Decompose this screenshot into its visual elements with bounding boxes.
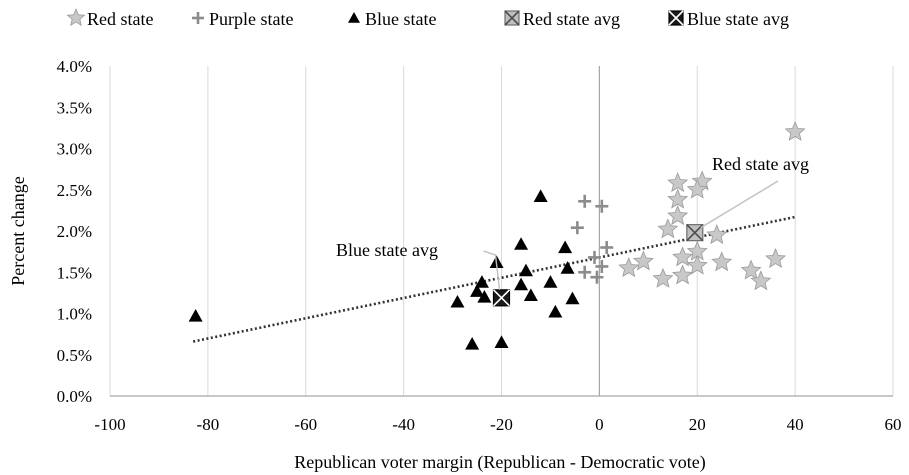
purple-state-point (590, 270, 604, 284)
x-tick-label: 0 (595, 415, 604, 434)
red-state-point (765, 248, 787, 268)
x-tick-label: 20 (689, 415, 706, 434)
red-state-point (667, 188, 689, 209)
red-state-point (686, 178, 708, 199)
legend-marker-triangle (348, 12, 360, 23)
y-axis-title: Percent change (8, 176, 28, 285)
blue-avg-leader-line (483, 250, 501, 290)
y-tick-label: 4.0% (57, 57, 92, 76)
blue-state-point (565, 291, 580, 305)
y-tick-label: 3.5% (57, 98, 92, 117)
blue-state-avg-point (492, 289, 511, 307)
legend-marker-boxed-x-dark (668, 10, 684, 26)
trendline-group (192, 215, 796, 343)
y-tick-label: 1.5% (57, 263, 92, 282)
blue-state-point (514, 277, 529, 291)
y-tick-label: 0.5% (57, 346, 92, 365)
legend-label: Red state (87, 9, 153, 29)
red-state-avg-point (686, 224, 704, 242)
y-tick-label: 0.0% (57, 387, 92, 406)
x-tick-label: 40 (787, 415, 804, 434)
blue-state-point (465, 337, 480, 350)
purple-state-point (570, 221, 584, 235)
data-points (188, 120, 806, 350)
red-state-point (750, 270, 772, 291)
x-tick-label: -100 (94, 415, 125, 434)
red-state-point (667, 205, 689, 226)
red-state-point (686, 254, 708, 275)
red-state-point (667, 172, 689, 193)
red-state-point (652, 267, 674, 288)
y-tick-label: 3.0% (57, 140, 92, 159)
legend-item: Red state avg (504, 9, 620, 29)
x-axis-title: Republican voter margin (Republican - De… (294, 452, 706, 473)
x-tick-label: 60 (885, 415, 902, 434)
legend-item: Blue state avg (668, 9, 789, 29)
legend-item: Blue state (348, 9, 436, 29)
red-state-point (632, 250, 654, 271)
red-state-point (672, 264, 694, 285)
red-state-point (784, 120, 806, 141)
blue-state-point (543, 275, 558, 288)
blue-state-point (470, 284, 485, 297)
x-tick-label: -40 (392, 415, 415, 434)
y-tick-label: 2.5% (57, 181, 92, 200)
grid-lines (109, 66, 894, 397)
red-avg-leader-line (700, 180, 779, 229)
purple-state-point (595, 259, 609, 273)
legend-label: Purple state (209, 9, 293, 29)
legend: Red state Purple state Blue state Red state… (66, 7, 789, 29)
red-state-point (618, 257, 640, 278)
legend-item: Red state (66, 7, 153, 29)
x-axis-ticks: -100 -80 -60 -40 -20 0 20 40 60 (94, 415, 901, 434)
red-state-point (706, 224, 728, 245)
red-state-point (657, 218, 679, 239)
x-tick-label: -80 (197, 415, 220, 434)
blue-state-point (548, 304, 563, 318)
purple-state-point (600, 241, 614, 254)
blue-state-point (494, 335, 509, 348)
legend-label: Blue state avg (687, 9, 789, 29)
red-state-point (672, 246, 694, 267)
blue-state-point (477, 290, 492, 303)
purple-state-point (595, 199, 609, 213)
blue-state-point (533, 189, 548, 202)
y-axis-ticks: 0.0% 0.5% 1.0% 1.5% 2.0% 2.5% 3.0% 3.5% 4.0% (57, 57, 92, 406)
blue-state-point (474, 275, 489, 288)
y-tick-label: 2.0% (57, 222, 92, 241)
blue-state-point (188, 308, 203, 322)
legend-label: Red state avg (523, 9, 620, 29)
blue-state-point (560, 261, 575, 274)
blue-state-point (558, 240, 573, 254)
blue-state-point (450, 294, 465, 308)
purple-state-point (578, 194, 592, 208)
legend-marker-star (66, 7, 86, 27)
annotations: Red state avg Blue state avg (336, 154, 809, 290)
blue-state-point (514, 237, 529, 250)
blue-state-avg-annotation: Blue state avg (336, 240, 438, 260)
legend-label: Blue state (365, 9, 436, 29)
x-tick-label: -60 (294, 415, 317, 434)
x-tick-label: -20 (490, 415, 513, 434)
y-tick-label: 1.0% (57, 305, 92, 324)
purple-state-point (587, 250, 601, 264)
legend-marker-boxed-x-light (504, 10, 520, 26)
blue-state-point (518, 263, 533, 277)
red-state-point (740, 259, 762, 280)
red-state-avg-annotation: Red state avg (712, 154, 809, 174)
legend-item: Purple state (192, 9, 293, 29)
trendline (192, 215, 796, 343)
red-state-point (711, 251, 733, 272)
blue-state-point (523, 288, 538, 301)
legend-marker-plus (192, 12, 204, 24)
purple-state-point (578, 265, 592, 279)
